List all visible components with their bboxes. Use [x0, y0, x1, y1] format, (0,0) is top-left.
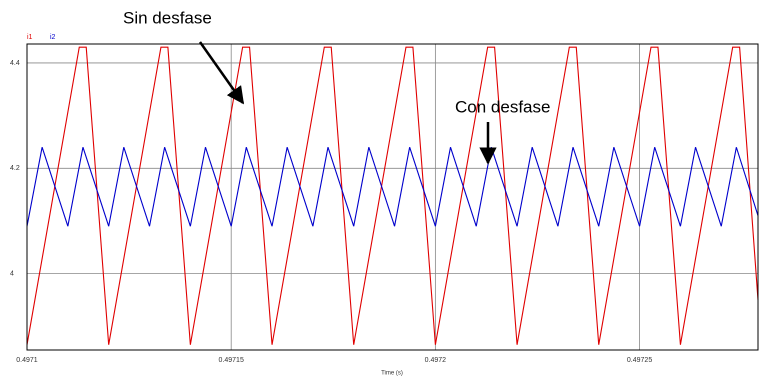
x-axis-label: Time (s) [381, 371, 403, 377]
y-tick-label: 4 [10, 270, 14, 277]
x-tick-label: 0.49715 [219, 357, 244, 364]
lines [26, 46, 759, 345]
x-tick-label: 0.4972 [425, 357, 447, 364]
annotation-arrow [198, 41, 245, 105]
y-tick-label: 4.2 [10, 165, 20, 172]
x-tick-label: 0.4971 [16, 357, 38, 364]
series-line [26, 147, 759, 227]
x-tick-label: 0.49725 [627, 357, 652, 364]
series-line [26, 46, 759, 345]
legend-label: i2 [50, 34, 56, 41]
grid [26, 44, 758, 350]
plot-frame [26, 43, 759, 351]
annotation: Con desfase [455, 97, 550, 116]
legend-label: i1 [27, 34, 33, 41]
y-tick-label: 4.4 [10, 60, 20, 67]
annotation: Sin desfase [123, 8, 212, 27]
